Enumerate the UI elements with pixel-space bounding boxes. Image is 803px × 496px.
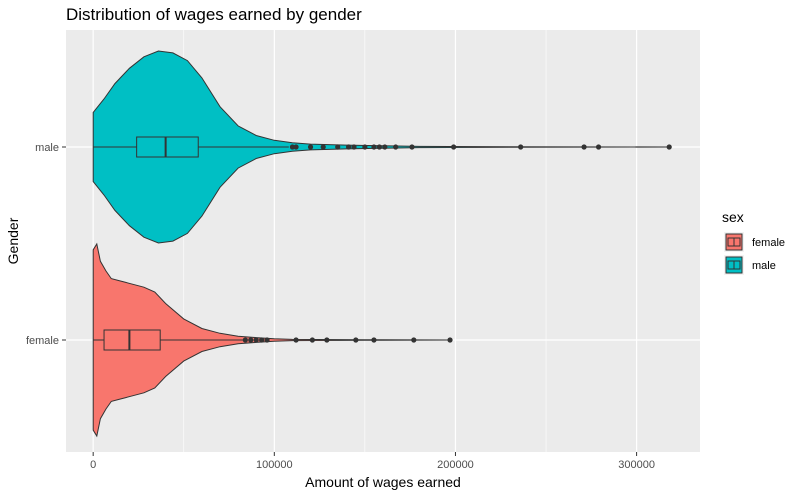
outlier-point [371,337,377,343]
x-tick-label: 100000 [256,459,293,471]
y-axis-ticks: female male [26,142,66,347]
outlier-point [371,144,377,150]
outlier-point [309,337,315,343]
outlier-point [393,144,399,150]
violin-shape-female [92,242,451,438]
outlier-point [351,144,357,150]
x-tick-label: 0 [90,459,96,471]
outlier-point [293,144,299,150]
outlier-point [320,144,326,150]
outlier-point [362,144,368,150]
outlier-point [382,144,388,150]
x-axis-title: Amount of wages earned [305,474,461,490]
outlier-point [259,337,265,343]
outlier-point [666,144,672,150]
outlier-point [409,144,415,150]
outlier-point [411,337,417,343]
outlier-point [595,144,602,150]
chart-title: Distribution of wages earned by gender [66,5,362,24]
legend: sex female male [722,209,785,275]
outlier-point [248,337,254,343]
legend-label-female: female [752,237,785,249]
box-female [103,329,161,351]
violin-male [92,50,672,244]
legend-title: sex [722,209,744,225]
y-axis-title: Gender [5,217,21,264]
outlier-point [307,144,314,150]
outlier-point [581,144,587,150]
x-tick-label: 300000 [618,459,655,471]
violins [92,50,672,438]
box-male [136,136,199,158]
x-axis-ticks: 0 100000 200000 300000 [90,452,655,471]
legend-item-female: female [724,232,785,252]
outlier-point [335,144,341,150]
y-tick-label: male [35,142,59,154]
y-tick-label: female [26,335,59,347]
outlier-point [242,337,248,343]
outlier-point [345,144,352,150]
outlier-point [376,144,382,150]
outlier-point [264,337,270,343]
outlier-point [293,337,299,343]
outlier-point [324,337,330,343]
outlier-point [451,144,457,150]
outlier-point [353,337,359,343]
outlier-point [518,144,524,150]
x-tick-label: 200000 [437,459,474,471]
legend-label-male: male [752,260,776,272]
violin-female [92,242,453,438]
legend-item-male: male [724,255,776,275]
outlier-point [447,337,453,343]
outlier-point [253,337,259,343]
outlier-point [289,144,296,150]
